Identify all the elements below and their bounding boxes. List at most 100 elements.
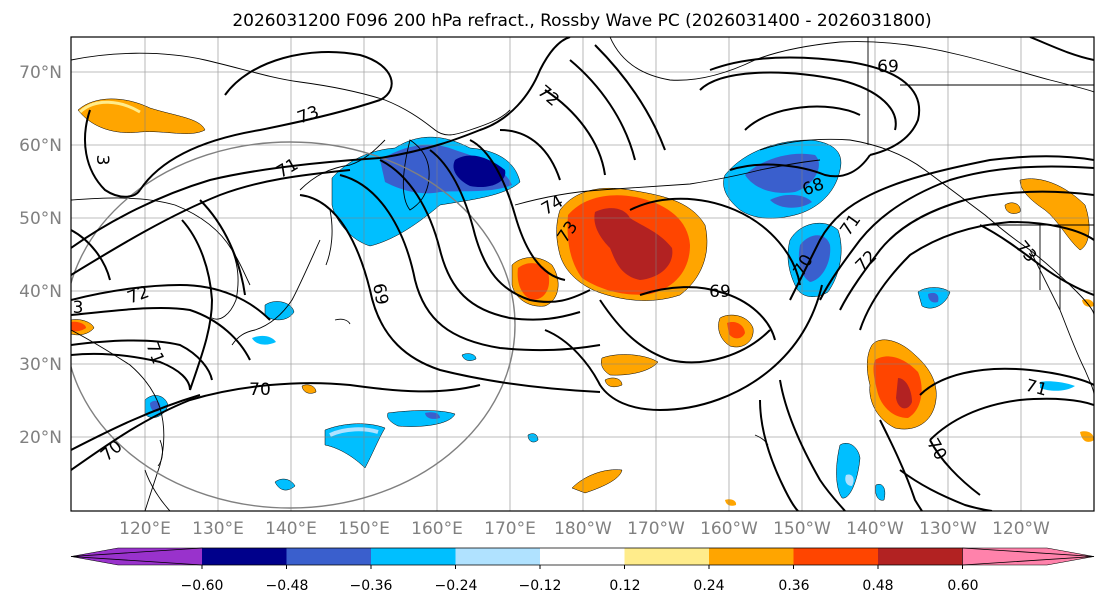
shade-orange-180 (601, 354, 659, 376)
colorbar-tick-label: −0.36 (350, 578, 393, 594)
lon-label: 120°W (992, 519, 1050, 539)
contour-e (181, 219, 214, 391)
shade-lightyellow-siberia (78, 100, 141, 114)
contour-r (599, 299, 771, 364)
shade-blue-nepac (798, 235, 831, 282)
lon-label: 170°W (627, 519, 685, 539)
contour-73-right (979, 224, 1094, 296)
map-title: 2026031200 F096 200 hPa refract., Rossby… (232, 11, 931, 31)
contour-70-lower (929, 439, 981, 496)
colorbar-tick-label: −0.48 (266, 578, 309, 594)
colorbar-segment (286, 548, 371, 565)
shade-sky-japan2 (252, 335, 276, 345)
shade-red-160w (727, 322, 745, 339)
colorbar-tick-label: −0.12 (519, 578, 562, 594)
lat-label: 50°N (19, 209, 62, 229)
colorbar-segment (624, 548, 709, 565)
lon-label: 140°E (265, 519, 317, 539)
coast-korea (211, 249, 239, 320)
contour-72 (71, 37, 571, 249)
shade-darkred-bering (594, 208, 673, 280)
contour-j (429, 149, 591, 303)
contour-a (71, 283, 271, 321)
contour-69-middle (639, 286, 776, 341)
contour-bottom (899, 469, 993, 511)
shade-blue-20nb (425, 412, 440, 419)
contour-label: 69 (368, 282, 391, 307)
lat-label: 60°N (19, 136, 62, 156)
colorbar-segment (709, 548, 794, 565)
shade-sky-small3 (274, 478, 296, 491)
lon-label: 130°W (919, 519, 977, 539)
lon-label: 150°W (773, 519, 831, 539)
colorbar: −0.60 −0.48 −0.36 −0.24 −0.12 0.12 0.24 … (70, 547, 1095, 594)
colorbar-tick-label: −0.60 (181, 578, 224, 594)
coastlines (71, 37, 1094, 511)
contour-label: 69 (877, 57, 899, 77)
lon-label: 140°W (846, 519, 904, 539)
contour-72-right (839, 190, 1094, 311)
contour-h (339, 174, 601, 352)
contour-v (929, 397, 1094, 441)
colorbar-segment (962, 547, 1095, 566)
lon-label: 130°E (192, 519, 244, 539)
shade-sky-hawaii (836, 442, 861, 499)
contour-71 (71, 169, 351, 276)
contour-p (544, 284, 823, 412)
colorbar-segment (371, 548, 456, 565)
contour-71-right (819, 165, 1094, 301)
shade-sky-japan (264, 301, 295, 321)
colorbar-segment (540, 548, 625, 565)
shade-sky-small5 (875, 484, 886, 501)
coast-kamchatka (402, 139, 430, 211)
colorbar-segment (202, 548, 287, 565)
lat-label: 30°N (19, 355, 62, 375)
contour-73-a (139, 99, 381, 191)
contour-label: 70 (249, 380, 271, 400)
colorbar-ticks (201, 565, 963, 569)
contour-x (759, 399, 799, 511)
contour-o (594, 44, 666, 151)
contour-z (879, 419, 923, 511)
contour-70 (71, 382, 481, 471)
shade-orange-siberia (77, 98, 206, 134)
shade-blue-alaska (745, 153, 819, 193)
lat-label: 70°N (19, 63, 62, 83)
contour-q (629, 197, 801, 286)
lon-label: 180°W (554, 519, 612, 539)
map-frame (70, 36, 1095, 512)
coast-taiwan (157, 439, 163, 467)
shade-blue-small4 (928, 292, 939, 303)
shade-orange-180b (604, 377, 623, 388)
lat-label: 40°N (19, 282, 62, 302)
map-area[interactable]: 73 71 72 74 73 69 70 70 69 68 70 71 72 7… (65, 37, 1094, 511)
coast-manchuria (71, 197, 251, 286)
lon-label: 170°E (484, 519, 536, 539)
coast-hawaii2 (334, 318, 351, 325)
colorbar-tick-label: 0.36 (778, 578, 809, 594)
coast-asia-north (71, 52, 511, 136)
shade-lightsky-20n (329, 427, 379, 437)
contour-w (919, 367, 1094, 396)
shade-orange-canada (1019, 178, 1090, 251)
lon-label: 120°E (119, 519, 171, 539)
colorbar-segment (878, 548, 963, 565)
shade-lightsky-hawaii (845, 474, 854, 486)
contour-u (859, 220, 1094, 331)
colorbar-tick-label: 0.12 (609, 578, 640, 594)
contour-label: 3 (73, 298, 84, 318)
colorbar-tick-label: −0.24 (435, 578, 478, 594)
shade-orange-small6 (301, 384, 317, 394)
contour-n (569, 59, 636, 161)
contours (71, 37, 1094, 511)
colorbar-segments (70, 547, 1095, 566)
coast-alaska (609, 37, 1094, 93)
shade-sky-small8 (1040, 381, 1075, 391)
contour-top-right (1029, 37, 1094, 61)
coast-okhotsk (299, 139, 386, 191)
contour-c (71, 339, 213, 381)
lat-labels: 70°N 60°N 50°N 40°N 30°N 20°N (19, 63, 62, 448)
colorbar-segment (455, 548, 540, 565)
contour-y (779, 379, 846, 511)
contour-f (199, 199, 246, 296)
